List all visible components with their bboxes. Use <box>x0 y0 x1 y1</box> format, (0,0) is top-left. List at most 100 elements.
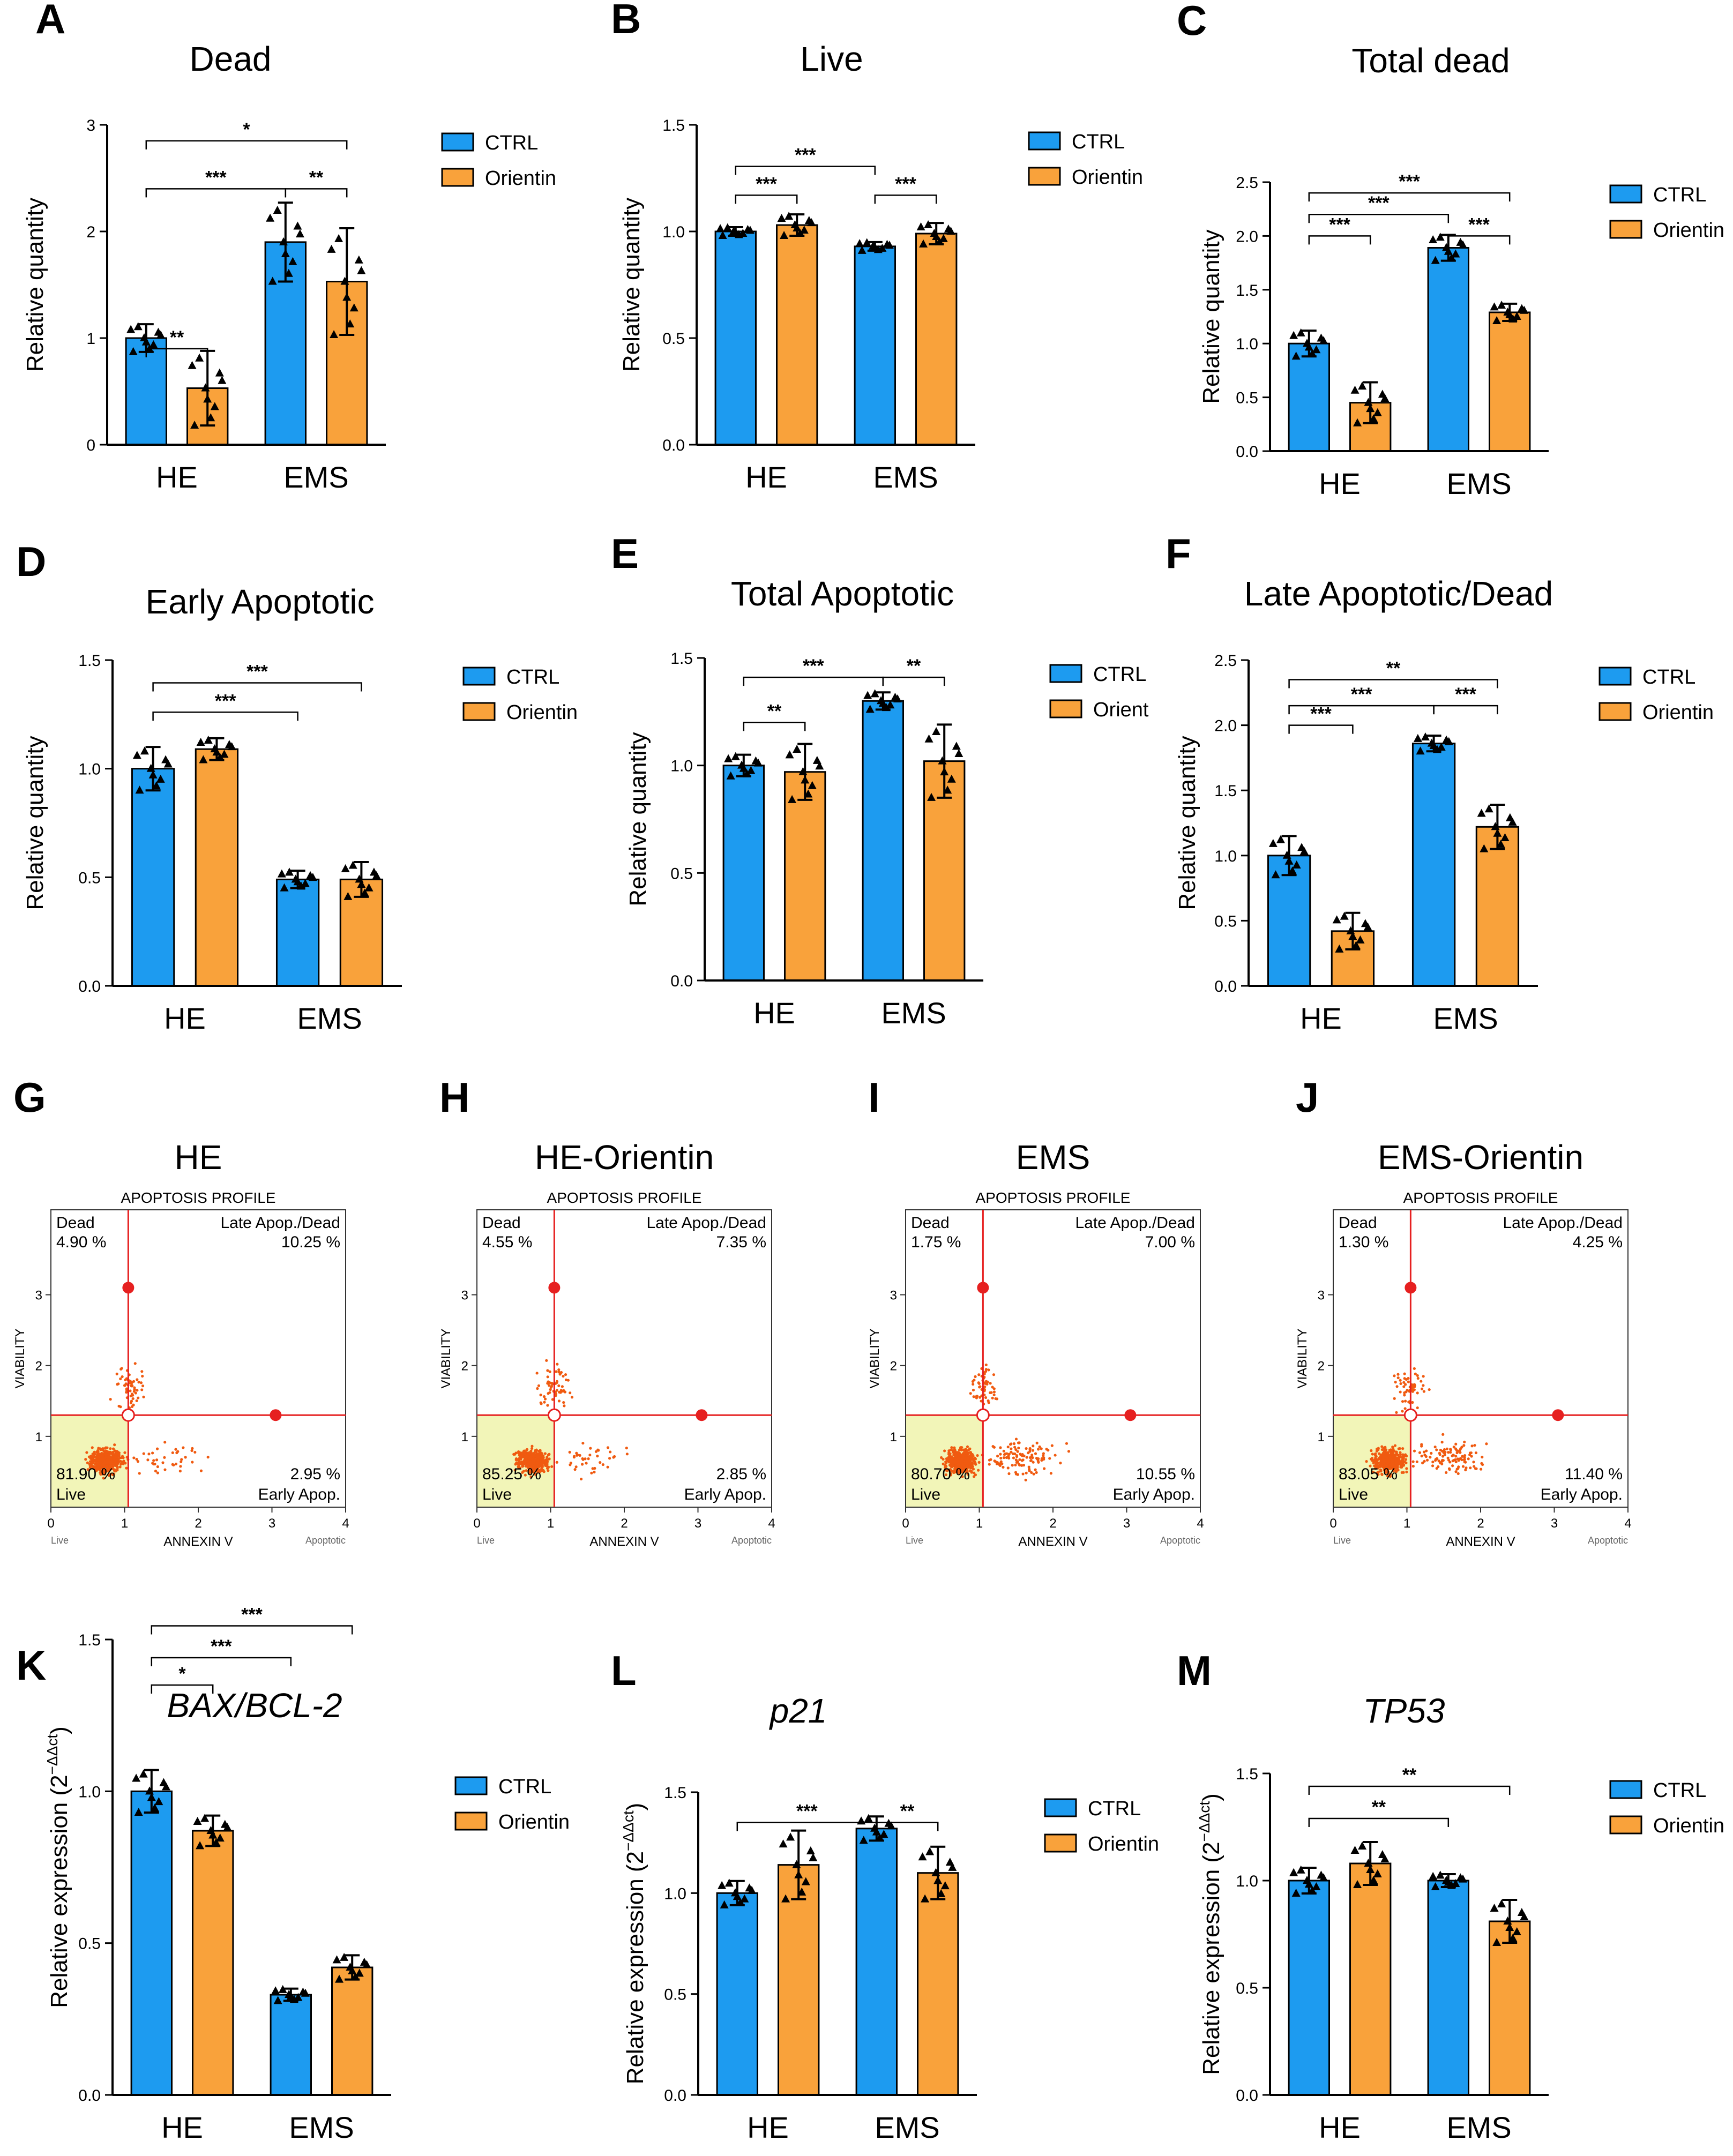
panel-letter: J <box>1296 1074 1319 1121</box>
data-point <box>349 303 358 312</box>
event-dot <box>1463 1440 1466 1443</box>
quadrant-late-value: 7.35 % <box>716 1233 766 1251</box>
event-dot <box>1032 1461 1035 1464</box>
event-dot <box>130 1393 134 1396</box>
data-point <box>203 394 212 403</box>
event-dot <box>1022 1464 1026 1467</box>
event-dot <box>942 1457 945 1461</box>
panel-letter: D <box>16 538 46 585</box>
data-point <box>1484 804 1493 813</box>
event-dot <box>152 1462 155 1466</box>
event-dot <box>1411 1460 1415 1463</box>
y-tick-label: 0.5 <box>1236 390 1258 407</box>
event-dot <box>1425 1449 1428 1453</box>
chart-panel-B: B Live 0.0 0.5 1.0 1.5 HE EMS Relative quantity C… <box>611 0 1143 494</box>
data-point <box>792 1860 801 1868</box>
chart-panel-M: M TP53 0.0 0.5 1.0 1.5 HE EMS Relative expressio… <box>1177 1647 1724 2144</box>
event-dot <box>945 1457 948 1461</box>
event-dot <box>1035 1457 1039 1460</box>
event-dot <box>1401 1453 1405 1456</box>
event-dot <box>951 1464 954 1467</box>
event-dot <box>537 1455 541 1458</box>
event-dot <box>1481 1455 1484 1459</box>
panel-letter: K <box>16 1642 46 1689</box>
data-point <box>1312 345 1321 354</box>
data-point <box>882 703 891 712</box>
event-dot <box>530 1447 534 1450</box>
y-tick-label: 1.5 <box>670 650 693 668</box>
data-point <box>788 795 797 803</box>
panel-letter: I <box>868 1074 880 1121</box>
event-dot <box>541 1469 544 1472</box>
data-point <box>133 322 143 331</box>
event-dot <box>961 1470 965 1473</box>
significance-label: *** <box>215 691 236 711</box>
legend-swatch <box>462 702 496 721</box>
event-dot <box>1378 1452 1381 1455</box>
gate-center-handle <box>1403 1408 1417 1422</box>
data-point <box>340 276 349 285</box>
event-dot <box>1067 1450 1071 1453</box>
event-dot <box>1387 1470 1390 1473</box>
event-dot <box>1424 1455 1428 1458</box>
event-dot <box>991 1396 994 1399</box>
data-point <box>1358 1841 1367 1850</box>
event-dot <box>581 1441 585 1445</box>
event-dot <box>1458 1449 1461 1452</box>
data-point <box>733 1892 742 1900</box>
event-dot <box>1031 1449 1035 1452</box>
event-dot <box>174 1462 178 1465</box>
data-point <box>1292 860 1301 869</box>
data-point <box>925 1847 935 1855</box>
data-point <box>1436 233 1445 241</box>
event-dot <box>156 1471 159 1474</box>
y-tick-label: 1.0 <box>1236 335 1258 353</box>
event-dot <box>543 1397 547 1401</box>
legend-swatch <box>462 667 496 686</box>
event-dot <box>976 1454 979 1457</box>
data-point <box>195 353 204 362</box>
data-point <box>1421 732 1430 740</box>
panel-letter: M <box>1177 1647 1212 1694</box>
corner-apoptotic: Apoptotic <box>305 1535 346 1546</box>
significance-bracket <box>152 682 362 692</box>
data-point <box>870 243 879 251</box>
event-dot <box>1396 1376 1400 1380</box>
event-dot <box>1431 1461 1435 1464</box>
event-dot <box>87 1455 91 1458</box>
bar-orientin-he <box>192 1830 234 2096</box>
significance-label: ** <box>900 1801 915 1822</box>
event-dot <box>980 1399 983 1403</box>
event-dot <box>948 1469 951 1472</box>
legend-swatch <box>454 1811 488 1831</box>
event-dot <box>1050 1444 1054 1447</box>
event-dot <box>606 1465 609 1469</box>
bar-ctrl-ems <box>275 878 320 987</box>
data-point <box>1380 1854 1390 1862</box>
data-point <box>199 755 208 763</box>
event-dot <box>1014 1458 1018 1462</box>
data-point <box>278 1985 287 1993</box>
event-dot <box>989 1391 992 1394</box>
event-dot <box>1024 1478 1027 1481</box>
bar-orientin-ems <box>331 1966 374 2096</box>
event-dot <box>1381 1462 1384 1465</box>
event-dot <box>1463 1456 1466 1459</box>
x-axis-label: ANNEXIN V <box>163 1534 233 1549</box>
event-dot <box>111 1447 115 1450</box>
event-dot <box>1010 1442 1013 1446</box>
event-dot <box>161 1461 165 1464</box>
event-dot <box>958 1457 961 1460</box>
event-dot <box>1416 1374 1419 1378</box>
y-tick-label: 2 <box>1318 1359 1325 1374</box>
legend-label: Orientin <box>1653 1815 1724 1837</box>
data-point <box>351 1972 360 1981</box>
significance-bracket <box>743 722 806 731</box>
corner-apoptotic: Apoptotic <box>1160 1535 1200 1546</box>
event-dot <box>1399 1453 1402 1456</box>
y-tick-label: 2 <box>890 1359 897 1374</box>
event-dot <box>1012 1456 1015 1459</box>
event-dot <box>156 1465 159 1469</box>
event-dot <box>163 1456 166 1459</box>
event-dot <box>558 1390 561 1394</box>
